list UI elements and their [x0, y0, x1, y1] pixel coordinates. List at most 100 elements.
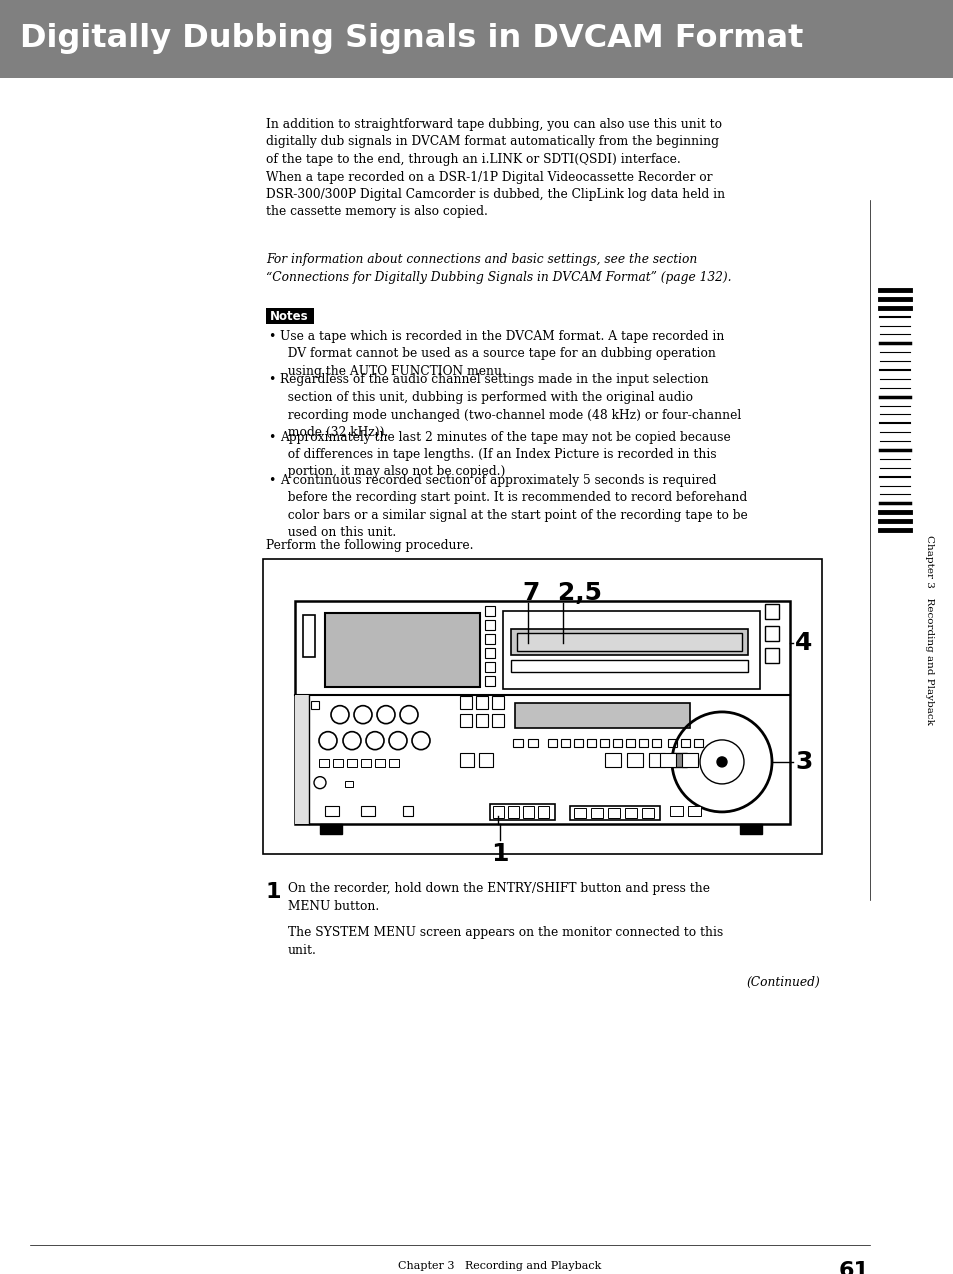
Bar — [651, 739, 660, 747]
Bar — [625, 739, 635, 747]
Bar — [515, 703, 689, 727]
Bar — [670, 753, 686, 767]
Text: Notes: Notes — [270, 310, 309, 322]
Bar — [502, 612, 760, 689]
Bar — [639, 739, 647, 747]
Bar — [693, 739, 702, 747]
Text: Chapter 3   Recording and Playback: Chapter 3 Recording and Playback — [924, 535, 934, 725]
Bar — [360, 806, 375, 817]
Bar — [527, 739, 537, 747]
Text: In addition to straightforward tape dubbing, you can also use this unit to
digit: In addition to straightforward tape dubb… — [266, 118, 724, 219]
Bar — [537, 806, 548, 818]
Bar — [294, 694, 309, 824]
Bar — [590, 808, 602, 818]
Bar — [490, 804, 555, 820]
Text: Regardless of the audio channel settings made in the input selection
  section o: Regardless of the audio channel settings… — [280, 373, 740, 440]
Bar — [484, 648, 495, 657]
Bar — [574, 739, 582, 747]
Bar — [266, 308, 314, 324]
Bar — [586, 739, 596, 747]
Bar — [325, 613, 479, 687]
Bar — [294, 601, 789, 824]
Bar — [402, 806, 413, 817]
Bar — [604, 753, 620, 767]
Text: Approximately the last 2 minutes of the tape may not be copied because
  of diff: Approximately the last 2 minutes of the … — [280, 431, 730, 479]
Bar — [484, 634, 495, 643]
Text: 1: 1 — [491, 842, 508, 866]
Bar — [687, 806, 700, 817]
Text: •: • — [268, 431, 275, 443]
Bar — [311, 701, 318, 708]
Bar — [522, 806, 534, 818]
Bar — [607, 808, 619, 818]
Bar — [648, 753, 664, 767]
Bar — [303, 615, 314, 657]
Bar — [375, 758, 385, 767]
Text: 1: 1 — [266, 882, 281, 902]
Bar — [484, 606, 495, 617]
Text: 4: 4 — [794, 631, 812, 655]
Bar — [492, 696, 503, 708]
Bar — [333, 758, 343, 767]
Bar — [569, 806, 659, 820]
Text: (Continued): (Continued) — [745, 976, 820, 989]
Bar — [484, 676, 495, 685]
Bar — [511, 660, 747, 673]
Bar — [476, 696, 488, 708]
Bar — [347, 758, 356, 767]
Bar — [740, 824, 761, 834]
Bar — [659, 753, 676, 767]
Text: •: • — [268, 373, 275, 386]
Bar — [493, 806, 503, 818]
Bar — [560, 739, 569, 747]
Text: •: • — [268, 330, 275, 343]
Bar — [318, 758, 329, 767]
Text: A continuous recorded section of approximately 5 seconds is required
  before th: A continuous recorded section of approxi… — [280, 474, 747, 539]
Bar — [459, 753, 474, 767]
Bar — [492, 713, 503, 726]
Bar — [517, 633, 741, 651]
Text: Perform the following procedure.: Perform the following procedure. — [266, 539, 473, 552]
Bar — [680, 739, 689, 747]
Text: 7  2,5: 7 2,5 — [522, 581, 601, 605]
Text: On the recorder, hold down the ENTRY/SHIFT button and press the
MENU button.: On the recorder, hold down the ENTRY/SHI… — [288, 882, 709, 912]
Bar — [599, 739, 608, 747]
Bar — [263, 559, 821, 854]
Text: Digitally Dubbing Signals in DVCAM Format: Digitally Dubbing Signals in DVCAM Forma… — [20, 23, 802, 55]
Bar — [613, 739, 621, 747]
Text: For information about connections and basic settings, see the section
“Connectio: For information about connections and ba… — [266, 254, 731, 284]
Text: •: • — [268, 474, 275, 487]
Bar — [641, 808, 654, 818]
Bar — [764, 604, 779, 619]
Bar — [681, 753, 698, 767]
Bar — [764, 626, 779, 641]
Text: Use a tape which is recorded in the DVCAM format. A tape recorded in
  DV format: Use a tape which is recorded in the DVCA… — [280, 330, 723, 378]
Text: Chapter 3   Recording and Playback: Chapter 3 Recording and Playback — [398, 1261, 601, 1271]
Bar — [484, 620, 495, 631]
Bar — [459, 696, 472, 708]
Bar — [459, 713, 472, 726]
Text: 61: 61 — [838, 1261, 869, 1274]
Bar — [626, 753, 642, 767]
Bar — [476, 713, 488, 726]
Bar — [325, 806, 338, 817]
Bar — [667, 739, 677, 747]
Bar — [360, 758, 371, 767]
Bar — [511, 629, 747, 655]
Text: 3: 3 — [794, 750, 812, 773]
Bar — [547, 739, 557, 747]
Bar — [507, 806, 518, 818]
Bar — [319, 824, 341, 834]
Bar — [669, 806, 682, 817]
Bar — [624, 808, 637, 818]
Circle shape — [717, 757, 726, 767]
Bar — [484, 662, 495, 671]
Bar — [764, 648, 779, 662]
Bar — [478, 753, 493, 767]
Bar — [389, 758, 398, 767]
Text: The SYSTEM MENU screen appears on the monitor connected to this
unit.: The SYSTEM MENU screen appears on the mo… — [288, 926, 722, 957]
Bar — [513, 739, 522, 747]
Bar — [0, 0, 953, 78]
Bar — [574, 808, 585, 818]
Bar — [345, 781, 353, 786]
